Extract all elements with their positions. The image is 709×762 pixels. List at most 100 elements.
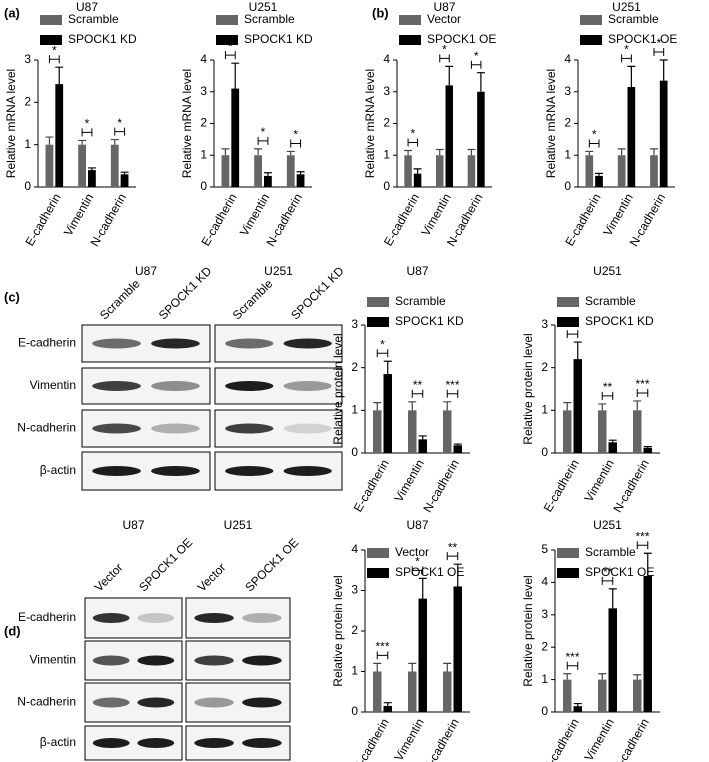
error-bar: [231, 62, 240, 89]
blot-band: [92, 381, 141, 391]
bar: [221, 155, 230, 187]
x-tick-label: N-cadherin: [610, 457, 651, 515]
lane-label: Vector: [195, 560, 229, 594]
legend-swatch: [216, 35, 238, 45]
bar: [659, 80, 668, 187]
y-tick-label: 3: [541, 607, 548, 621]
x-tick-label: E-cadherin: [199, 191, 240, 248]
legend-swatch: [40, 35, 62, 45]
lane-label: SPOCK1 KD: [156, 264, 215, 323]
bar: [585, 155, 594, 187]
significance-label: *: [380, 337, 385, 351]
y-tick-label: 1: [200, 147, 207, 161]
blot-band: [194, 697, 234, 708]
significance-bracket: [601, 391, 614, 400]
bar: [477, 91, 485, 187]
significance-label: **: [448, 540, 458, 554]
significance-bracket: [621, 54, 632, 63]
blot-frame: [84, 597, 183, 639]
y-tick-label: 2: [383, 116, 390, 130]
y-axis-label: Relative protein level: [521, 575, 535, 686]
legend-label: SPOCK1 OE: [427, 32, 496, 46]
y-tick-label: 0: [351, 445, 358, 459]
legend-label: SPOCK1 OE: [395, 565, 464, 579]
legend-swatch: [216, 15, 238, 25]
x-tick-label: Vimentin: [581, 716, 616, 762]
y-tick-label: 2: [564, 116, 571, 130]
y-tick-label: 3: [541, 317, 548, 331]
significance-bracket: [114, 127, 126, 136]
legend-label: SPOCK1 KD: [244, 32, 313, 46]
blot-band: [151, 338, 200, 349]
blot-band: [242, 613, 282, 623]
blot-band: [225, 423, 274, 434]
blot-band: [137, 655, 175, 666]
error-bar: [643, 552, 652, 576]
x-tick-label: Vimentin: [237, 191, 272, 238]
legend-swatch: [40, 15, 62, 25]
error-bar: [110, 138, 119, 145]
error-bar: [286, 150, 295, 156]
significance-label: ***: [635, 377, 649, 391]
y-tick-label: 0: [564, 179, 571, 193]
row-label: Vimentin: [30, 653, 76, 667]
y-tick-label: 0: [200, 179, 207, 193]
bar: [286, 155, 295, 187]
error-bar: [608, 588, 617, 609]
bar: [453, 445, 462, 453]
y-tick-label: 3: [351, 317, 358, 331]
blot-band: [92, 423, 141, 434]
bar: [608, 442, 617, 453]
chart-title: U251: [249, 0, 278, 14]
error-bar: [633, 674, 642, 680]
x-tick-label: Vimentin: [581, 457, 616, 504]
bar: [563, 679, 572, 712]
legend-label: Scramble: [244, 12, 295, 26]
bar: [573, 359, 582, 453]
legend-swatch: [557, 568, 579, 578]
blot-band: [151, 381, 200, 391]
cell-line-label: U251: [224, 518, 253, 532]
bar: [373, 671, 382, 712]
legend-swatch: [580, 35, 602, 45]
error-bar: [563, 402, 572, 411]
x-tick-label: Vimentin: [391, 716, 426, 762]
error-bar: [254, 148, 263, 156]
row-label: E-cadherin: [18, 336, 76, 350]
bar: [418, 598, 427, 712]
x-tick-label: E-cadherin: [351, 457, 392, 514]
x-tick-label: Vimentin: [418, 191, 453, 238]
y-tick-label: 2: [351, 623, 358, 637]
significance-label: *: [410, 127, 415, 141]
chart-title: U87: [433, 0, 455, 14]
blot-band: [92, 655, 130, 666]
significance-label: **: [413, 378, 423, 392]
significance-bracket: [601, 576, 614, 585]
error-bar: [87, 167, 96, 171]
x-tick-label: E-cadherin: [541, 457, 582, 514]
y-axis-label: Relative mRNA level: [544, 69, 558, 178]
legend-swatch: [367, 317, 389, 327]
legend-label: Scramble: [585, 294, 636, 308]
error-bar: [296, 171, 305, 175]
significance-bracket: [566, 330, 579, 339]
y-axis-label: Relative mRNA level: [363, 69, 377, 178]
error-bar: [649, 148, 658, 156]
legend-swatch: [580, 15, 602, 25]
legend-swatch: [557, 317, 579, 327]
y-tick-label: 2: [200, 116, 207, 130]
bar: [467, 155, 476, 187]
y-tick-label: 2: [351, 360, 358, 374]
panel-label: (a): [4, 5, 20, 20]
bar: [650, 155, 658, 187]
row-label: N-cadherin: [17, 695, 76, 709]
significance-label: *: [228, 39, 233, 53]
y-tick-label: 3: [24, 52, 31, 66]
x-tick-label: E-cadherin: [541, 716, 582, 762]
error-bar: [373, 662, 382, 672]
legend-swatch: [399, 35, 421, 45]
significance-label: **: [603, 380, 613, 394]
blot-band: [283, 423, 332, 434]
x-tick-label: E-cadherin: [562, 191, 603, 248]
bar: [453, 586, 462, 712]
